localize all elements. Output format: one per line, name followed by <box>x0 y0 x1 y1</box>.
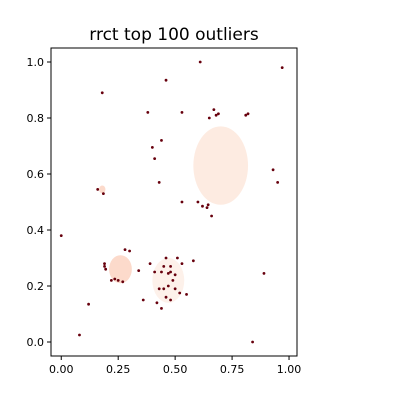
cluster-3 <box>152 258 185 303</box>
outlier-point <box>116 279 120 282</box>
outlier-point <box>171 279 175 282</box>
outlier-point <box>169 298 172 302</box>
outlier-point <box>251 340 254 344</box>
x-tick-label: 0.50 <box>163 363 188 376</box>
outlier-point <box>148 262 152 265</box>
outlier-point <box>176 256 179 260</box>
outlier-point <box>157 181 161 184</box>
outlier-point <box>214 113 218 117</box>
outlier-point <box>96 188 100 191</box>
outlier-point <box>280 66 284 69</box>
outlier-point <box>246 112 250 116</box>
outlier-point <box>128 249 131 253</box>
outlier-point <box>276 181 280 184</box>
cluster-1 <box>193 126 249 205</box>
outlier-point <box>162 287 166 291</box>
outlier-point <box>157 287 161 291</box>
outlier-point <box>164 78 168 82</box>
y-tick-label: 0.0 <box>27 336 45 349</box>
outlier-point <box>180 200 184 204</box>
outlier-point <box>78 333 81 337</box>
outlier-point <box>180 262 184 265</box>
outlier-point <box>103 265 106 268</box>
outlier-point <box>109 279 113 282</box>
outlier-point <box>206 203 210 207</box>
outlier-points <box>59 60 284 344</box>
outlier-point <box>87 302 90 306</box>
outlier-point <box>164 256 168 260</box>
outlier-point <box>141 298 145 302</box>
outlier-point <box>262 272 266 275</box>
outlier-point <box>207 116 211 120</box>
y-tick-label: 0.4 <box>27 224 45 237</box>
outlier-point <box>160 307 163 310</box>
y-tick-label: 0.8 <box>27 112 45 125</box>
outlier-point <box>160 270 163 274</box>
outlier-point <box>162 265 166 268</box>
outlier-point <box>146 111 150 114</box>
x-tick-label: 0.75 <box>220 363 245 376</box>
outlier-point <box>160 139 163 142</box>
y-tick-label: 0.2 <box>27 280 45 293</box>
outlier-point <box>104 267 108 271</box>
outlier-point <box>166 272 170 275</box>
outlier-point <box>185 293 188 296</box>
outlier-point <box>101 192 105 196</box>
outlier-point <box>244 113 248 117</box>
outlier-point <box>196 200 200 204</box>
outlier-point <box>217 112 220 116</box>
outlier-point <box>212 108 216 111</box>
outlier-point <box>164 295 168 299</box>
outlier-point <box>153 157 157 161</box>
y-axis: 0.0 0.2 0.4 0.6 0.8 1.0 <box>27 56 51 349</box>
outlier-point <box>178 291 182 295</box>
outlier-point <box>150 146 154 149</box>
outlier-point <box>137 269 141 272</box>
outlier-point <box>173 287 177 291</box>
outlier-point <box>155 301 159 305</box>
outlier-point <box>191 259 195 263</box>
x-tick-label: 0.25 <box>106 363 131 376</box>
outlier-point <box>180 111 184 114</box>
plot-frame <box>50 47 298 357</box>
outlier-point <box>113 277 117 281</box>
outlier-point <box>121 280 125 284</box>
cluster-2 <box>109 255 132 284</box>
x-tick-label: 0.00 <box>49 363 74 376</box>
outlier-point <box>153 270 157 274</box>
x-tick-label: 1.00 <box>277 363 302 376</box>
outlier-point <box>100 91 104 95</box>
y-tick-label: 1.0 <box>27 56 45 69</box>
y-tick-label: 0.6 <box>27 168 45 181</box>
cluster-4 <box>99 185 106 194</box>
outlier-point <box>205 206 209 210</box>
outlier-point <box>166 284 170 288</box>
outlier-point <box>123 248 127 252</box>
outlier-point <box>169 265 172 268</box>
background-clusters <box>99 126 249 303</box>
outlier-point <box>103 262 106 265</box>
outlier-point <box>271 168 275 172</box>
outlier-point <box>173 273 177 277</box>
outlier-point <box>210 214 213 218</box>
outlier-point <box>201 204 204 208</box>
x-axis: 0.00 0.25 0.50 0.75 1.00 <box>49 356 301 376</box>
outlier-point <box>198 60 202 64</box>
outlier-point <box>169 270 172 274</box>
outlier-point <box>59 234 63 238</box>
chart-title: rrct top 100 outliers <box>89 25 259 45</box>
